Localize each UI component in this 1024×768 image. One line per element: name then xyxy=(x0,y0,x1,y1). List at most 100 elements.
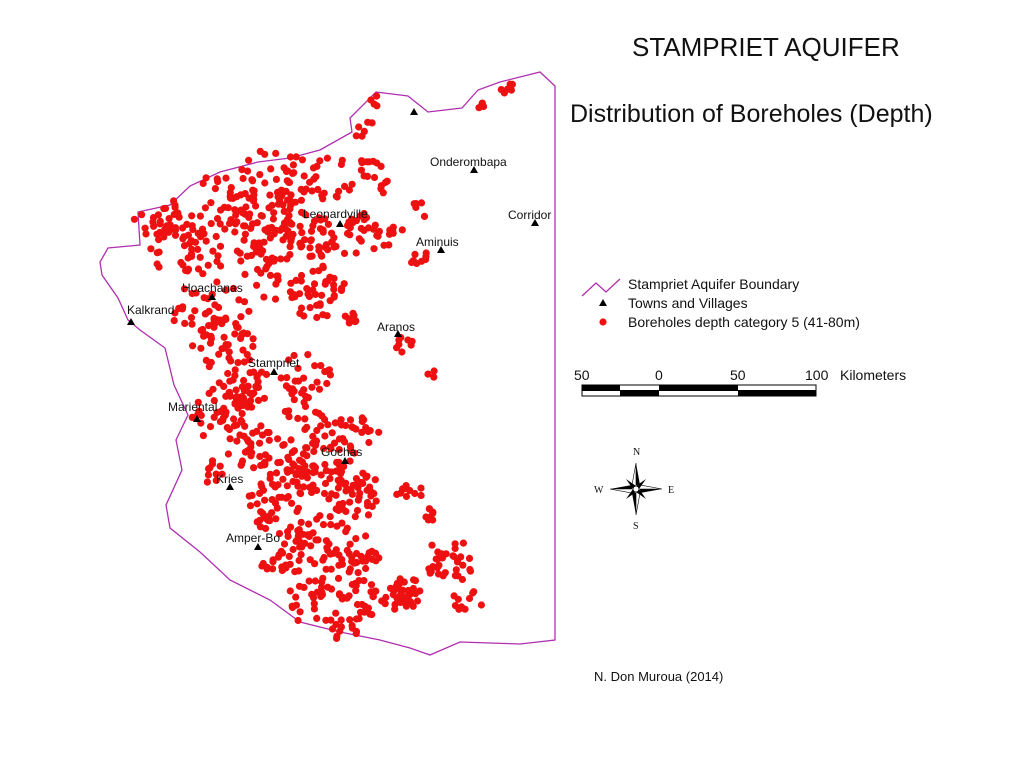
legend-town-symbol xyxy=(599,299,607,306)
borehole-point xyxy=(241,270,249,278)
borehole-point xyxy=(352,425,360,433)
borehole-point xyxy=(311,362,319,370)
town-kries[interactable]: Kries xyxy=(216,472,243,490)
borehole-point xyxy=(465,594,474,603)
borehole-point xyxy=(311,441,319,449)
borehole-point xyxy=(227,216,235,224)
town-gochas[interactable]: Gochas xyxy=(321,445,362,464)
borehole-point xyxy=(239,346,247,354)
borehole-point xyxy=(324,220,332,228)
borehole-point xyxy=(257,422,265,430)
borehole-point xyxy=(459,539,467,547)
borehole-point xyxy=(294,616,302,625)
borehole-point xyxy=(323,312,331,320)
borehole-point xyxy=(171,226,180,234)
borehole-point xyxy=(348,215,356,223)
borehole-point xyxy=(306,304,314,312)
borehole-point xyxy=(348,624,356,632)
borehole-point xyxy=(348,180,356,188)
borehole-point xyxy=(417,491,425,500)
borehole-point xyxy=(351,317,359,325)
town-mariental[interactable]: Mariental xyxy=(168,400,217,422)
borehole-point xyxy=(205,363,213,371)
borehole-point xyxy=(171,309,179,317)
borehole-point xyxy=(231,366,239,374)
borehole-point xyxy=(285,178,294,187)
borehole-point xyxy=(213,215,222,223)
borehole-point xyxy=(497,86,505,94)
borehole-point xyxy=(290,169,298,177)
borehole-point xyxy=(243,252,251,260)
borehole-point xyxy=(271,295,280,303)
borehole-point xyxy=(279,201,287,209)
borehole-point xyxy=(308,590,316,599)
town-leonardville[interactable]: Leonardville xyxy=(303,207,368,227)
borehole-point xyxy=(296,456,304,464)
town-label: Amper-Bo xyxy=(226,531,280,545)
borehole-point xyxy=(411,590,420,598)
borehole-point xyxy=(355,123,363,131)
borehole-point xyxy=(304,394,312,402)
town-aminuis[interactable]: Aminuis xyxy=(416,235,459,253)
borehole-point xyxy=(189,342,197,350)
borehole-point xyxy=(411,577,420,585)
borehole-point xyxy=(214,178,222,186)
borehole-point xyxy=(212,476,220,484)
borehole-point xyxy=(337,416,345,424)
borehole-point xyxy=(355,235,363,243)
borehole-point xyxy=(297,551,305,559)
borehole-point xyxy=(263,428,271,436)
borehole-point xyxy=(356,489,364,497)
scale-tick-label: 50 xyxy=(730,367,746,383)
borehole-point xyxy=(250,242,258,250)
borehole-point xyxy=(430,367,438,375)
borehole-point xyxy=(391,605,399,613)
borehole-point xyxy=(279,549,287,557)
town-label: Aminuis xyxy=(416,235,459,249)
borehole-point xyxy=(362,564,370,573)
borehole-point xyxy=(286,205,294,213)
borehole-point xyxy=(348,490,356,498)
borehole-point xyxy=(256,147,264,155)
borehole-point xyxy=(207,332,215,340)
borehole-point xyxy=(138,211,146,219)
borehole-point xyxy=(287,385,296,393)
borehole-point xyxy=(253,427,261,435)
town-hoachanas[interactable]: Hoachanas xyxy=(182,281,243,300)
town-north-unnamed[interactable] xyxy=(410,108,418,115)
borehole-point xyxy=(233,323,241,331)
town-aranos[interactable]: Aranos xyxy=(377,320,415,337)
legend-item-towns: Towns and Villages xyxy=(582,293,860,312)
borehole-point xyxy=(282,382,290,390)
borehole-point xyxy=(230,422,238,430)
borehole-point xyxy=(198,225,207,233)
borehole-point xyxy=(261,496,269,504)
borehole-point xyxy=(478,99,486,107)
borehole-point xyxy=(295,556,303,565)
borehole-point xyxy=(277,374,285,382)
borehole-point xyxy=(311,577,319,585)
borehole-point xyxy=(269,215,277,223)
borehole-point xyxy=(301,402,310,411)
borehole-point xyxy=(312,173,320,181)
borehole-point xyxy=(357,552,365,561)
borehole-point xyxy=(234,359,242,367)
town-corridor[interactable]: Corridor xyxy=(508,208,551,226)
town-amper-bo[interactable]: Amper-Bo xyxy=(226,531,280,550)
borehole-point xyxy=(327,521,335,529)
borehole-point xyxy=(300,374,308,382)
borehole-point xyxy=(330,549,338,557)
borehole-point xyxy=(256,489,264,497)
borehole-point xyxy=(435,561,443,569)
borehole-point xyxy=(284,196,292,204)
borehole-point xyxy=(346,498,354,506)
town-stampriet[interactable]: Stampriet xyxy=(248,356,300,375)
borehole-point xyxy=(346,540,354,548)
borehole-point xyxy=(181,319,189,327)
borehole-point xyxy=(270,230,278,238)
borehole-point xyxy=(259,559,267,568)
borehole-point xyxy=(320,444,328,453)
borehole-point xyxy=(424,370,432,378)
town-onderombapa[interactable]: Onderombapa xyxy=(430,155,507,173)
town-kalkrand[interactable]: Kalkrand xyxy=(127,303,174,325)
